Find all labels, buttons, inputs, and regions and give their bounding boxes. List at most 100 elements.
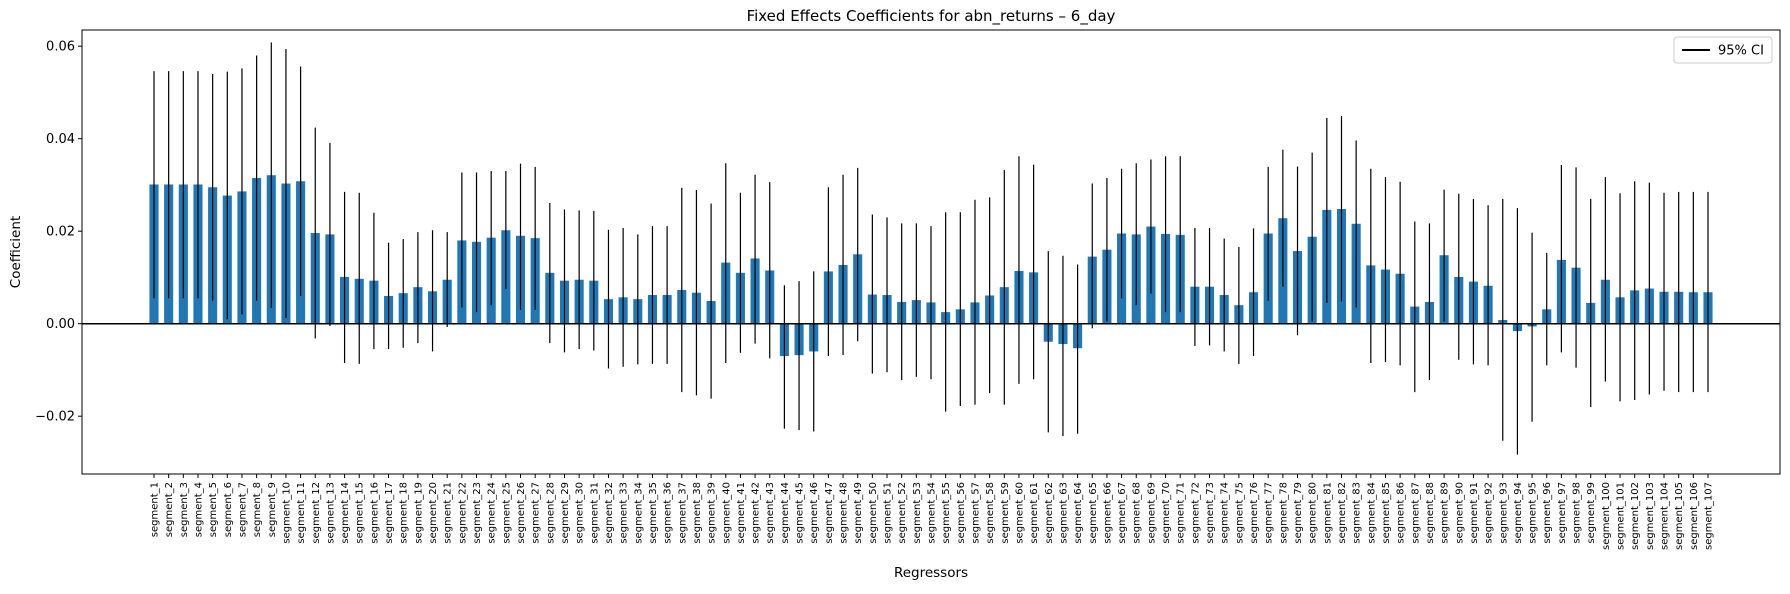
x-tick-label: segment_6 xyxy=(223,482,234,537)
x-tick-label: segment_32 xyxy=(604,482,615,544)
legend-label-ci: 95% CI xyxy=(1718,44,1764,59)
x-axis: segment_1 segment_2 segment_3 segment_4 segm… xyxy=(150,474,1715,550)
y-tick-label: 0.02 xyxy=(46,225,75,240)
x-tick-label: segment_98 xyxy=(1572,482,1583,544)
chart-title: Fixed Effects Coefficients for abn_retur… xyxy=(747,7,1116,26)
x-tick-label: segment_46 xyxy=(809,482,820,544)
x-tick-label: segment_52 xyxy=(897,482,908,544)
y-axis-label: Coefficient xyxy=(8,216,24,288)
x-tick-label: segment_99 xyxy=(1586,482,1597,544)
y-tick-label: −0.02 xyxy=(35,410,75,425)
x-tick-label: segment_18 xyxy=(399,482,410,544)
x-tick-label: segment_70 xyxy=(1161,482,1172,544)
x-tick-label: segment_11 xyxy=(296,482,307,544)
x-tick-label: segment_84 xyxy=(1366,482,1377,544)
x-tick-label: segment_106 xyxy=(1689,482,1700,550)
x-tick-label: segment_9 xyxy=(267,482,278,537)
x-tick-label: segment_65 xyxy=(1088,482,1099,544)
x-tick-label: segment_5 xyxy=(208,482,219,537)
x-tick-label: segment_45 xyxy=(795,482,806,544)
x-tick-label: segment_34 xyxy=(633,482,644,544)
x-tick-label: segment_90 xyxy=(1454,482,1465,544)
x-tick-label: segment_105 xyxy=(1674,482,1685,550)
x-tick-label: segment_71 xyxy=(1176,482,1187,544)
x-tick-label: segment_12 xyxy=(311,482,322,544)
x-tick-label: segment_55 xyxy=(941,482,952,544)
x-tick-label: segment_49 xyxy=(853,482,864,544)
x-tick-label: segment_41 xyxy=(736,482,747,544)
x-tick-label: segment_8 xyxy=(252,482,263,537)
x-tick-label: segment_28 xyxy=(545,482,556,544)
x-tick-label: segment_44 xyxy=(780,482,791,544)
x-tick-label: segment_40 xyxy=(721,482,732,544)
x-tick-label: segment_92 xyxy=(1484,482,1495,544)
x-tick-label: segment_39 xyxy=(707,482,718,544)
x-tick-label: segment_10 xyxy=(281,482,292,544)
x-tick-label: segment_89 xyxy=(1440,482,1451,544)
x-tick-label: segment_62 xyxy=(1044,482,1055,544)
x-tick-label: segment_64 xyxy=(1073,482,1084,544)
x-tick-label: segment_31 xyxy=(589,482,600,544)
x-tick-label: segment_13 xyxy=(325,482,336,544)
x-tick-label: segment_35 xyxy=(648,482,659,544)
x-tick-label: segment_93 xyxy=(1498,482,1509,544)
y-axis: −0.02 0.00 0.02 0.04 0.06 xyxy=(35,40,82,425)
x-tick-label: segment_60 xyxy=(1014,482,1025,544)
x-tick-label: segment_22 xyxy=(457,482,468,544)
x-tick-label: segment_80 xyxy=(1308,482,1319,544)
x-tick-label: segment_3 xyxy=(179,482,190,537)
x-tick-label: segment_58 xyxy=(985,482,996,544)
x-tick-label: segment_7 xyxy=(237,482,248,537)
x-tick-label: segment_16 xyxy=(369,482,380,544)
x-tick-label: segment_1 xyxy=(150,482,161,537)
x-tick-label: segment_57 xyxy=(970,482,981,544)
x-tick-label: segment_94 xyxy=(1513,482,1524,544)
x-tick-label: segment_15 xyxy=(355,482,366,544)
x-tick-label: segment_73 xyxy=(1205,482,1216,544)
x-tick-label: segment_42 xyxy=(751,482,762,544)
x-tick-label: segment_43 xyxy=(765,482,776,544)
x-tick-label: segment_100 xyxy=(1601,482,1612,550)
x-tick-label: segment_47 xyxy=(824,482,835,544)
x-tick-label: segment_25 xyxy=(501,482,512,544)
x-tick-label: segment_102 xyxy=(1630,482,1641,550)
x-tick-label: segment_103 xyxy=(1645,482,1656,550)
x-tick-label: segment_59 xyxy=(1000,482,1011,544)
x-tick-label: segment_29 xyxy=(560,482,571,544)
x-tick-label: segment_78 xyxy=(1278,482,1289,544)
x-tick-label: segment_21 xyxy=(443,482,454,544)
x-tick-label: segment_69 xyxy=(1146,482,1157,544)
x-tick-label: segment_79 xyxy=(1293,482,1304,544)
x-tick-label: segment_14 xyxy=(340,482,351,544)
x-tick-label: segment_53 xyxy=(912,482,923,544)
x-tick-label: segment_81 xyxy=(1322,482,1333,544)
x-tick-label: segment_77 xyxy=(1264,482,1275,544)
x-tick-label: segment_101 xyxy=(1616,482,1627,550)
y-tick-label: 0.04 xyxy=(46,132,75,147)
x-tick-label: segment_38 xyxy=(692,482,703,544)
x-tick-label: segment_76 xyxy=(1249,482,1260,544)
x-tick-label: segment_27 xyxy=(531,482,542,544)
x-tick-label: segment_67 xyxy=(1117,482,1128,544)
x-tick-label: segment_26 xyxy=(516,482,527,544)
x-tick-label: segment_86 xyxy=(1396,482,1407,544)
x-tick-label: segment_48 xyxy=(839,482,850,544)
x-tick-label: segment_91 xyxy=(1469,482,1480,544)
x-tick-label: segment_104 xyxy=(1660,482,1671,550)
errorbars-layer xyxy=(153,42,1709,455)
x-tick-label: segment_107 xyxy=(1704,482,1715,550)
x-tick-label: segment_96 xyxy=(1542,482,1553,544)
x-tick-label: segment_63 xyxy=(1058,482,1069,544)
y-tick-label: 0.00 xyxy=(46,317,75,332)
x-tick-label: segment_37 xyxy=(677,482,688,544)
x-tick-label: segment_17 xyxy=(384,482,395,544)
x-tick-label: segment_50 xyxy=(868,482,879,544)
x-tick-label: segment_51 xyxy=(883,482,894,544)
x-tick-label: segment_95 xyxy=(1528,482,1539,544)
x-tick-label: segment_88 xyxy=(1425,482,1436,544)
x-tick-label: segment_97 xyxy=(1557,482,1568,544)
x-tick-label: segment_30 xyxy=(575,482,586,544)
x-tick-label: segment_54 xyxy=(927,482,938,544)
